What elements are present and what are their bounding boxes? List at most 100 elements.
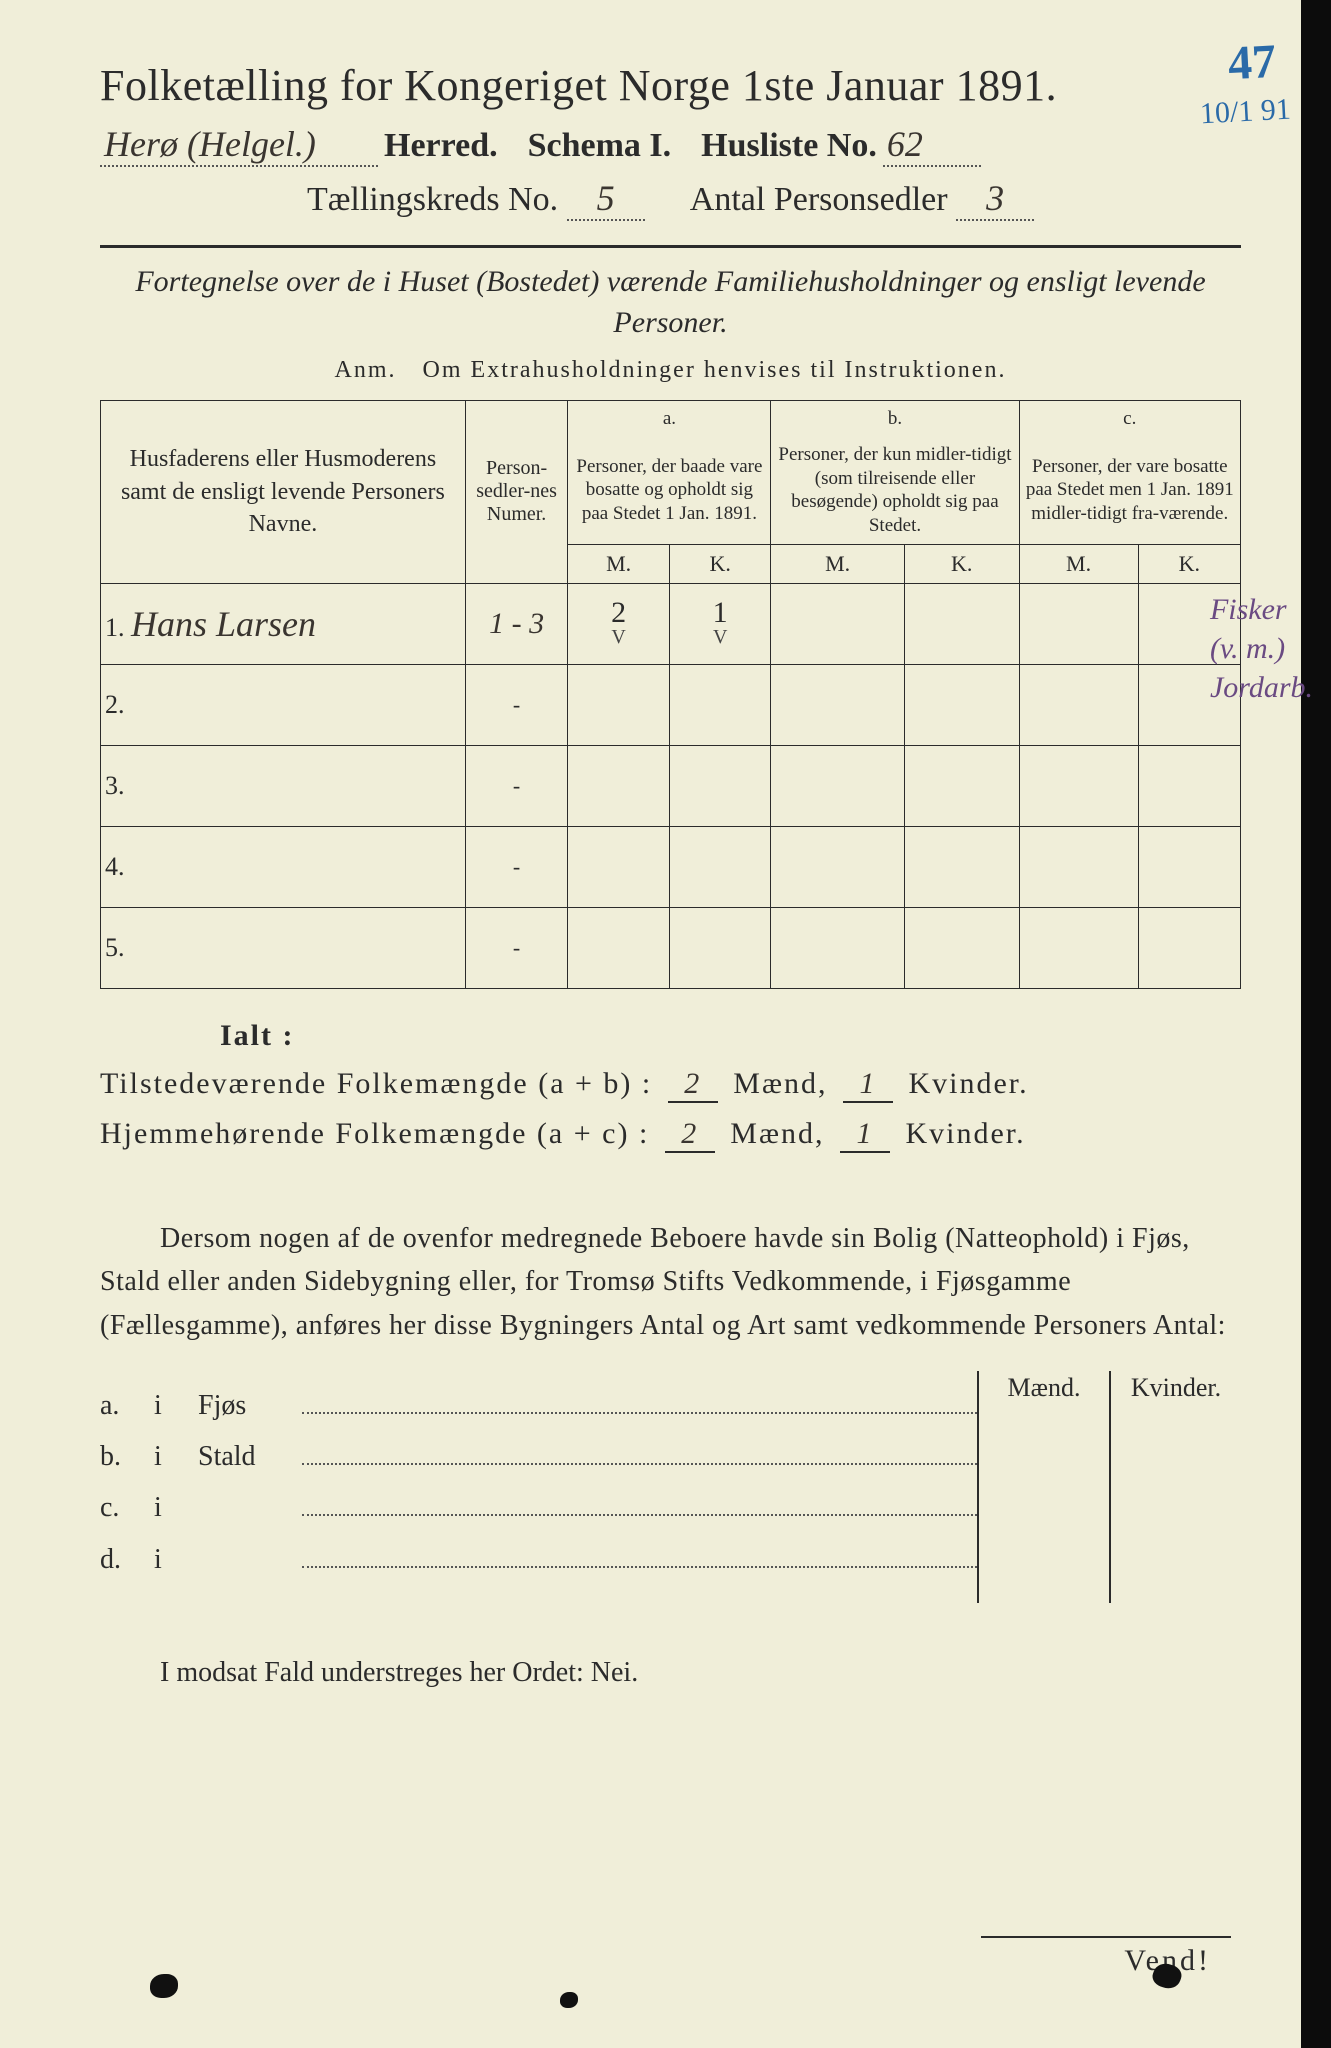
row-a-k <box>669 826 771 907</box>
dwelling-label: Fjøs <box>198 1390 288 1422</box>
dwelling-key: b. <box>100 1441 140 1473</box>
col-header-name: Husfaderens eller Husmoderens samt de en… <box>101 401 466 584</box>
row-num-cell: - <box>465 664 568 745</box>
row-a-m: 2V <box>568 583 670 664</box>
totals-block: Ialt : Tilstedeværende Folkemængde (a + … <box>100 1019 1241 1153</box>
row-b-k <box>904 907 1019 988</box>
header-line-2: Tællingskreds No. 5 Antal Personsedler 3 <box>100 177 1241 221</box>
census-table: Husfaderens eller Husmoderens samt de en… <box>100 400 1241 989</box>
kreds-label: Tællingskreds No. <box>307 181 558 218</box>
row-num-cell: - <box>465 745 568 826</box>
row-a-k <box>669 907 771 988</box>
dwelling-key: a. <box>100 1390 140 1422</box>
document-page: 47 10/1 91 Folketælling for Kongeriget N… <box>0 0 1331 2048</box>
col-header-c-top: c. <box>1019 401 1240 437</box>
row-b-k <box>904 664 1019 745</box>
row-a-m <box>568 907 670 988</box>
herred-handwritten: Herø (Helgel.) <box>104 124 316 164</box>
row-c-m <box>1019 826 1138 907</box>
corner-date: 10/1 91 <box>1199 93 1291 132</box>
margin-note-3: Jordarb. <box>1210 668 1313 707</box>
table-row: 5. - <box>101 907 1241 988</box>
present-men: 2 <box>684 1067 701 1100</box>
antal-label: Antal Personsedler <box>690 181 948 218</box>
dotted-line <box>302 1489 977 1516</box>
dwelling-row: b. i Stald <box>100 1438 977 1473</box>
row-c-k <box>1138 826 1240 907</box>
dwelling-row: d. i <box>100 1540 977 1575</box>
husliste-label: Husliste No. <box>701 127 877 165</box>
dwelling-col-men: Mænd. <box>977 1371 1109 1403</box>
margin-note-2: (v. m.) <box>1210 629 1313 668</box>
ink-blot <box>560 1992 578 2008</box>
schema-label: Schema I. <box>528 127 672 165</box>
dwelling-i: i <box>154 1441 184 1473</box>
col-header-b-top: b. <box>771 401 1019 437</box>
row-c-m <box>1019 907 1138 988</box>
row-b-m <box>771 745 904 826</box>
totals-row-present: Tilstedeværende Folkemængde (a + b) : 2 … <box>100 1067 1241 1103</box>
col-header-a: Personer, der baade vare bosatte og opho… <box>568 437 771 545</box>
dwelling-row: a. i Fjøs <box>100 1387 977 1422</box>
col-b-m: M. <box>771 544 904 583</box>
subtitle: Fortegnelse over de i Huset (Bostedet) v… <box>100 262 1241 343</box>
row-a-m <box>568 745 670 826</box>
dwelling-key: c. <box>100 1492 140 1524</box>
dwelling-i: i <box>154 1544 184 1576</box>
anm-note: Anm. Om Extrahusholdninger henvises til … <box>100 357 1241 384</box>
dwelling-key: d. <box>100 1544 140 1576</box>
row-a-k <box>669 664 771 745</box>
row-num-cell: - <box>465 826 568 907</box>
row-name-cell: 5. <box>101 907 466 988</box>
row-num-cell: 1 - 3 <box>465 583 568 664</box>
margin-note-1: Fisker <box>1210 590 1313 629</box>
resident-men: 2 <box>681 1117 698 1150</box>
dwelling-i: i <box>154 1492 184 1524</box>
dotted-line <box>302 1540 977 1567</box>
row-a-m <box>568 664 670 745</box>
dwelling-men-cells <box>977 1403 1109 1603</box>
row-name-cell: 4. <box>101 826 466 907</box>
dwelling-col-women: Kvinder. <box>1109 1371 1241 1403</box>
row-name-cell: 2. <box>101 664 466 745</box>
col-header-number: Person-sedler-nes Numer. <box>465 401 568 584</box>
table-row: 1. Hans Larsen1 - 32V1V <box>101 583 1241 664</box>
vend-rule <box>981 1936 1231 1938</box>
bottom-nei-line: I modsat Fald understreges her Ordet: Ne… <box>100 1657 1241 1689</box>
row-a-k: 1V <box>669 583 771 664</box>
dwelling-label: Stald <box>198 1441 288 1473</box>
col-a-k: K. <box>669 544 771 583</box>
row-b-m <box>771 583 904 664</box>
binding-edge <box>1301 0 1331 2048</box>
row-a-k <box>669 745 771 826</box>
dwelling-row: c. i <box>100 1489 977 1524</box>
dwelling-i: i <box>154 1390 184 1422</box>
person-name: Hans Larsen <box>131 604 316 644</box>
margin-notes: Fisker (v. m.) Jordarb. <box>1210 590 1313 707</box>
row-b-k <box>904 583 1019 664</box>
col-header-a-top: a. <box>568 401 771 437</box>
row-b-k <box>904 745 1019 826</box>
col-header-c: Personer, der vare bosatte paa Stedet me… <box>1019 437 1240 545</box>
dotted-line <box>302 1438 977 1465</box>
row-num-cell: - <box>465 907 568 988</box>
dwelling-paragraph: Dersom nogen af de ovenfor medregnede Be… <box>100 1217 1241 1347</box>
ink-blot <box>150 1974 178 1998</box>
row-c-m <box>1019 583 1138 664</box>
row-c-m <box>1019 664 1138 745</box>
row-b-k <box>904 826 1019 907</box>
herred-label: Herred. <box>384 127 498 165</box>
resident-women: 1 <box>856 1117 873 1150</box>
col-c-m: M. <box>1019 544 1138 583</box>
row-b-m <box>771 664 904 745</box>
row-b-m <box>771 907 904 988</box>
header-line-1: Herø (Helgel.) Herred. Schema I. Huslist… <box>100 123 1241 167</box>
kreds-no: 5 <box>597 178 615 218</box>
row-a-m <box>568 826 670 907</box>
col-c-k: K. <box>1138 544 1240 583</box>
col-a-m: M. <box>568 544 670 583</box>
husliste-no: 62 <box>887 124 923 164</box>
divider-top <box>100 245 1241 248</box>
totals-row-resident: Hjemmehørende Folkemængde (a + c) : 2 Mæ… <box>100 1117 1241 1153</box>
dotted-line <box>302 1387 977 1414</box>
